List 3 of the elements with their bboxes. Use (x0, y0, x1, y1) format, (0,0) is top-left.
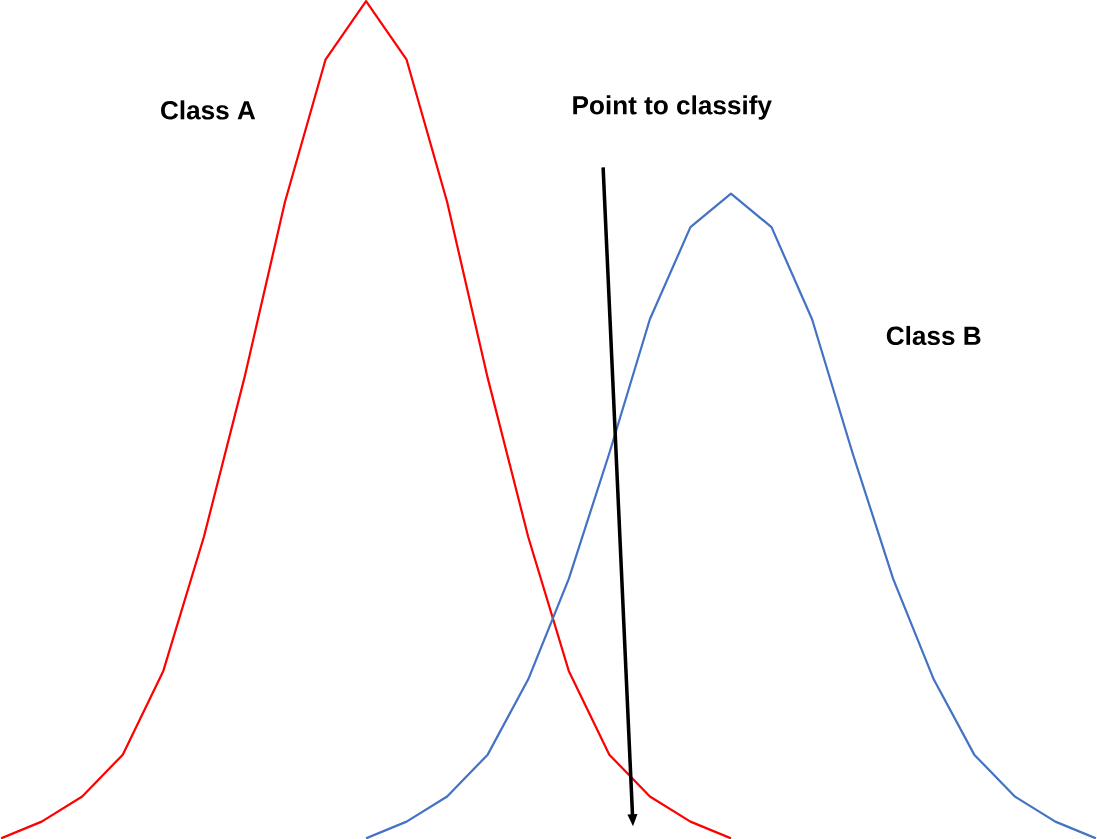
series-label: Class A (161, 100, 256, 120)
annotation: Point to classify (573, 95, 772, 120)
text: Class B (886, 325, 981, 345)
